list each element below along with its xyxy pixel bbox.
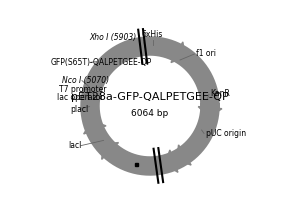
Text: KanR: KanR — [210, 90, 230, 98]
Text: lac operator: lac operator — [57, 92, 104, 102]
Text: Xho I (5903): Xho I (5903) — [90, 33, 137, 42]
Polygon shape — [177, 145, 191, 165]
Text: placI: placI — [70, 104, 88, 114]
Text: pUC origin: pUC origin — [206, 130, 246, 138]
Text: Nco I (5070): Nco I (5070) — [62, 75, 109, 84]
Text: GFP(S65T)-QALPETGEE-QP: GFP(S65T)-QALPETGEE-QP — [51, 58, 152, 67]
Bar — [135, 163, 138, 166]
Polygon shape — [102, 143, 118, 159]
Polygon shape — [198, 107, 222, 117]
Text: 6xHis: 6xHis — [142, 30, 163, 39]
Polygon shape — [165, 150, 178, 172]
Polygon shape — [84, 121, 106, 134]
Text: T7 promoter: T7 promoter — [59, 85, 106, 94]
Text: lacI: lacI — [68, 142, 81, 150]
Polygon shape — [171, 42, 185, 63]
Text: pET28a-GFP-QALPETGEE-QP: pET28a-GFP-QALPETGEE-QP — [71, 92, 229, 102]
Text: 6064 bp: 6064 bp — [131, 108, 169, 118]
Text: f1 ori: f1 ori — [196, 49, 216, 58]
